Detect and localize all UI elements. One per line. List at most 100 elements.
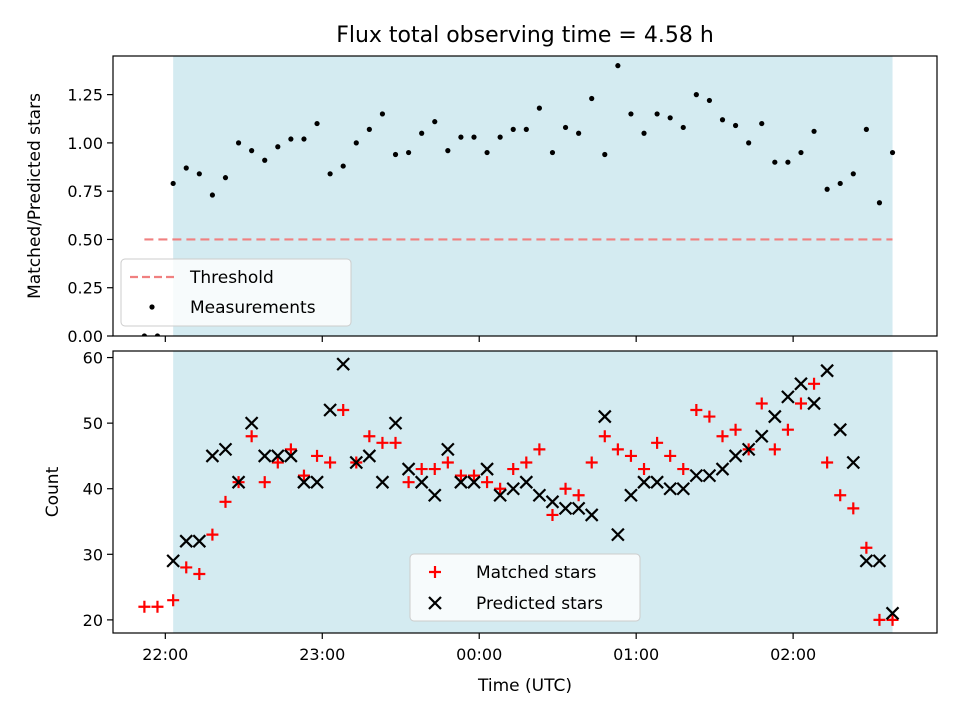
predicted-star-point: [598, 409, 612, 424]
predicted-star-point: [454, 475, 468, 489]
predicted-star-point: [624, 488, 638, 503]
count-plot-frame: [112, 350, 938, 634]
measurement-point: [536, 105, 542, 111]
predicted-star-point: [231, 475, 246, 489]
predicted-star-point: [297, 475, 311, 489]
measurement-point: [667, 115, 673, 121]
predicted-star-point: [820, 363, 834, 378]
predicted-star-point: [650, 475, 664, 489]
matched-star-point: [363, 430, 376, 443]
predicted-star-point: [663, 481, 677, 496]
measurement-point: [562, 124, 569, 131]
matched-star-point: [311, 449, 324, 462]
count-legend: Matched stars Predicted stars: [409, 553, 641, 622]
measurement-point: [141, 333, 147, 336]
predicted-star-point: [833, 422, 847, 437]
predicted-star-point: [218, 442, 233, 457]
matched-star-point: [585, 456, 598, 469]
predicted-star-point: [271, 449, 285, 463]
predicted-star-point: [702, 468, 717, 483]
measurement-point: [471, 134, 477, 140]
predicted-star-point: [532, 488, 547, 503]
x-tick-label: 23:00: [299, 645, 345, 664]
predicted-star-point: [205, 449, 220, 463]
matched-star-point: [284, 443, 297, 456]
matched-star-point: [245, 430, 258, 443]
predicted-star-point: [728, 449, 743, 463]
measurement-point: [549, 149, 556, 156]
matched-star-point: [520, 456, 533, 469]
measurement-point: [889, 149, 896, 156]
matched-star-point: [638, 463, 651, 476]
matched-star-point: [167, 594, 180, 607]
matched-star-point: [808, 377, 821, 390]
y-tick-label: 50: [83, 414, 103, 433]
matched-star-point: [598, 430, 611, 443]
matched-star-point: [507, 463, 520, 476]
predicted-star-point: [166, 554, 180, 568]
predicted-star-point: [310, 475, 324, 489]
matched-star-point: [428, 463, 441, 476]
predicted-star-point: [637, 475, 651, 489]
matched-star-point: [624, 449, 637, 462]
predicted-star-point: [859, 554, 874, 568]
matched-star-point: [219, 495, 232, 508]
matched-star-point: [716, 430, 729, 443]
matched-star-point: [138, 600, 151, 613]
measurement-point: [510, 126, 516, 132]
legend-measurements-label: Measurements: [190, 298, 316, 318]
measurement-point: [288, 136, 294, 142]
matched-star-point: [481, 476, 494, 489]
measurement-point: [837, 180, 843, 187]
y-tick-label: 20: [83, 611, 103, 630]
y-tick-label: 30: [83, 545, 103, 564]
legend-matched-swatch: [429, 566, 441, 578]
matched-star-point: [258, 476, 271, 489]
measurement-point: [301, 136, 307, 142]
predicted-star-point: [611, 527, 625, 542]
measurement-point: [196, 171, 202, 177]
measurement-point: [327, 171, 333, 177]
matched-star-point: [834, 489, 847, 502]
predicted-star-point: [349, 455, 364, 470]
legend-predicted-swatch: [428, 596, 442, 610]
y-tick-label: 60: [83, 349, 103, 368]
measurement-point: [732, 122, 739, 129]
measurement-point: [154, 333, 161, 336]
measurement-point: [602, 151, 608, 158]
measurement-point: [170, 180, 176, 187]
matched-star-point: [441, 456, 454, 469]
measurement-point: [405, 149, 412, 156]
x-axis-label: Time (UTC): [477, 676, 572, 696]
measurement-point: [314, 120, 320, 127]
matched-star-point: [402, 476, 415, 489]
matched-star-point: [467, 469, 480, 482]
measurement-point: [379, 111, 386, 117]
measurement-point: [366, 126, 372, 132]
predicted-star-point: [480, 462, 494, 476]
predicted-star-point: [689, 468, 704, 483]
predicted-star-point: [336, 357, 350, 371]
legend-predicted-label: Predicted stars: [476, 594, 603, 614]
predicted-star-point: [401, 462, 416, 476]
matched-star-point: [193, 567, 206, 580]
count-y-axis-label: Count: [43, 466, 63, 517]
predicted-star-point: [414, 475, 429, 489]
measurement-point: [262, 157, 268, 163]
measurement-point: [680, 124, 686, 131]
measurement-point: [392, 151, 399, 158]
predicted-star-point: [244, 416, 259, 430]
measurement-point: [772, 159, 778, 165]
predicted-star-point: [467, 475, 481, 489]
matched-star-point: [768, 443, 781, 456]
matched-star-point: [151, 600, 164, 613]
ratio-plot-frame: [112, 55, 938, 337]
legend-threshold-label: Threshold: [189, 268, 274, 288]
measurement-point: [249, 148, 255, 154]
predicted-star-point: [807, 396, 821, 411]
count-legend-box: [409, 553, 641, 622]
ratio-y-axis-label: Matched/Predicted stars: [25, 93, 45, 299]
y-tick-label: 1.00: [67, 134, 103, 153]
ratio-legend-box: [120, 258, 352, 327]
